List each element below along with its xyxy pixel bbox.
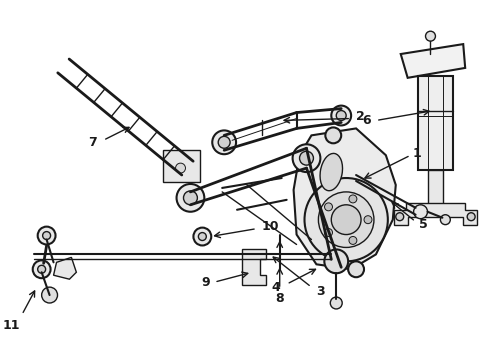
Circle shape xyxy=(175,163,186,173)
Circle shape xyxy=(43,231,50,239)
Circle shape xyxy=(349,195,357,203)
Circle shape xyxy=(33,260,50,278)
Circle shape xyxy=(467,213,475,221)
Circle shape xyxy=(293,144,320,172)
Text: 3: 3 xyxy=(317,285,325,298)
Ellipse shape xyxy=(320,153,343,191)
Text: 6: 6 xyxy=(362,114,371,127)
Text: 4: 4 xyxy=(271,281,280,294)
Text: 8: 8 xyxy=(275,292,284,305)
Circle shape xyxy=(330,297,342,309)
Circle shape xyxy=(42,287,57,303)
Circle shape xyxy=(324,229,333,237)
Circle shape xyxy=(198,233,206,240)
Polygon shape xyxy=(53,257,76,279)
Text: 11: 11 xyxy=(2,319,20,332)
Circle shape xyxy=(38,265,46,273)
Circle shape xyxy=(299,151,314,165)
Circle shape xyxy=(183,191,197,205)
Circle shape xyxy=(325,127,341,143)
Circle shape xyxy=(425,31,436,41)
Circle shape xyxy=(336,111,346,121)
Circle shape xyxy=(331,105,351,125)
Circle shape xyxy=(324,203,333,211)
Circle shape xyxy=(38,227,55,244)
Text: 7: 7 xyxy=(89,136,97,149)
Text: 1: 1 xyxy=(413,147,421,160)
Circle shape xyxy=(176,184,204,212)
Text: 5: 5 xyxy=(418,218,427,231)
Circle shape xyxy=(194,228,211,246)
Text: 9: 9 xyxy=(202,276,210,289)
Circle shape xyxy=(348,261,364,277)
Polygon shape xyxy=(242,249,266,285)
Text: 10: 10 xyxy=(262,220,279,233)
Circle shape xyxy=(364,216,372,224)
Polygon shape xyxy=(401,44,465,78)
Circle shape xyxy=(349,237,357,244)
Circle shape xyxy=(441,215,450,225)
Bar xyxy=(417,76,453,170)
Bar xyxy=(163,150,200,182)
Circle shape xyxy=(218,136,230,148)
Circle shape xyxy=(324,249,348,273)
Circle shape xyxy=(212,130,236,154)
Circle shape xyxy=(396,213,404,221)
Circle shape xyxy=(343,167,359,183)
Circle shape xyxy=(414,205,427,219)
Polygon shape xyxy=(394,203,477,225)
Polygon shape xyxy=(294,129,396,269)
Circle shape xyxy=(331,205,361,235)
Circle shape xyxy=(304,178,388,261)
Bar xyxy=(427,170,443,205)
Text: 2: 2 xyxy=(356,110,365,123)
Circle shape xyxy=(318,192,374,247)
